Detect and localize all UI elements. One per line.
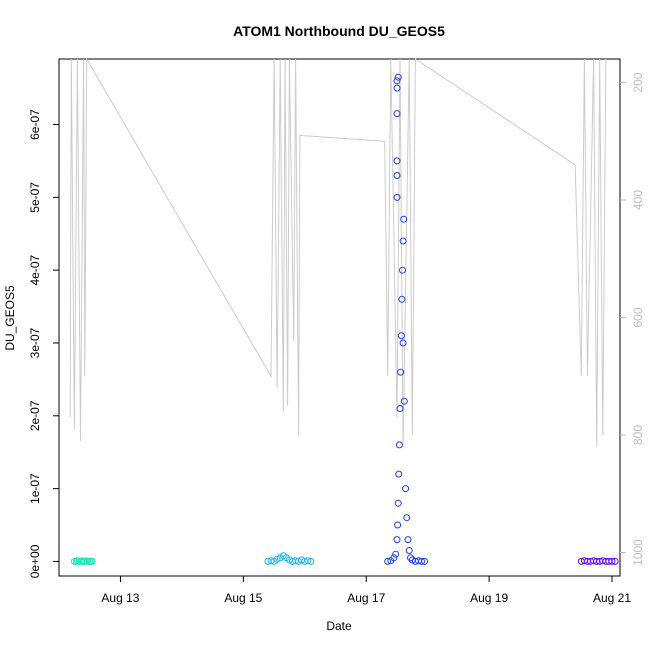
y-tick-label: 4e-07: [28, 255, 42, 286]
data-point: [404, 536, 412, 544]
data-point: [399, 339, 407, 347]
data-point: [394, 73, 402, 81]
scatter-points-layer: [70, 73, 619, 565]
data-point: [399, 237, 407, 245]
plot-frame: [58, 58, 621, 577]
data-point: [394, 499, 402, 507]
data-point: [392, 550, 400, 558]
data-point: [393, 536, 401, 544]
data-point: [405, 547, 413, 554]
data-point: [393, 84, 401, 92]
data-point: [394, 521, 402, 529]
data-point: [393, 77, 401, 85]
y-tick-label: 5e-07: [28, 182, 42, 213]
y-tick-label: 2e-07: [28, 400, 42, 431]
data-point: [418, 557, 425, 565]
x-axis-label: Date: [326, 619, 352, 633]
data-point: [304, 557, 312, 565]
data-point: [307, 557, 315, 565]
y2-tick-label: 600: [631, 307, 645, 327]
x-tick-label: Aug 15: [224, 591, 262, 605]
y-tick-label: 3e-07: [28, 327, 42, 358]
data-point: [399, 266, 406, 274]
data-point: [395, 441, 403, 449]
data-point: [398, 295, 406, 303]
x-tick-label: Aug 17: [347, 591, 385, 605]
y-tick-label: 0e+00: [28, 544, 42, 578]
pressure-line: [69, 57, 607, 447]
pressure-line-layer: [69, 57, 607, 447]
data-point: [88, 557, 96, 565]
data-point: [402, 485, 410, 493]
data-point: [395, 470, 403, 478]
y-tick-label: 1e-07: [28, 473, 42, 504]
data-point: [390, 554, 398, 562]
y2-tick-label: 400: [631, 190, 645, 210]
axes-layer: Aug 13 Aug 15 Aug 17 Aug 19 Aug 21 0e+00 1e-07…: [28, 72, 645, 605]
x-tick-label: Aug 19: [470, 591, 508, 605]
data-point: [407, 554, 414, 562]
data-point: [393, 193, 401, 201]
data-point: [400, 215, 408, 223]
y-axis-label: DU_GEOS5: [3, 285, 17, 351]
chart-title: ATOM1 Northbound DU_GEOS5: [233, 23, 445, 39]
data-point: [611, 557, 619, 565]
data-point: [397, 368, 405, 376]
data-point: [393, 172, 401, 179]
data-point: [393, 157, 401, 165]
data-point: [421, 557, 429, 565]
y2-tick-label: 200: [631, 72, 645, 92]
x-tick-label: Aug 13: [101, 591, 139, 605]
data-point: [384, 557, 392, 565]
data-point: [397, 332, 405, 340]
y2-tick-label: 1000: [631, 539, 645, 566]
data-point: [403, 514, 411, 522]
data-point: [608, 557, 616, 565]
y2-tick-label: 800: [631, 425, 645, 445]
data-point: [393, 110, 401, 118]
x-tick-label: Aug 21: [593, 591, 631, 605]
y-tick-label: 6e-07: [28, 109, 42, 140]
data-point: [400, 397, 408, 405]
data-point: [396, 405, 404, 412]
